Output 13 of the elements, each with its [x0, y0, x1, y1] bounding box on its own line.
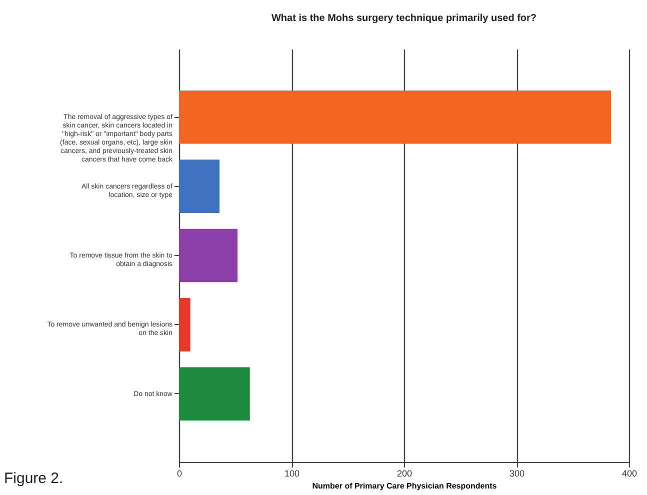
- caption: Figure 2.: [4, 470, 64, 487]
- bar: [179, 228, 238, 282]
- x-tick-label: 200: [396, 468, 412, 478]
- x-tick-label: 300: [509, 468, 525, 478]
- bar: [179, 90, 611, 144]
- x-tick-label: 400: [622, 468, 638, 478]
- x-tick-label: 100: [284, 468, 300, 478]
- x-tick-label: 0: [176, 468, 182, 478]
- bar: [179, 367, 250, 420]
- chart-title: What is the Mohs surgery technique primarily used for?: [271, 13, 537, 24]
- bar: [179, 160, 220, 213]
- bar: [179, 298, 190, 352]
- x-axis-title: Number of Primary Care Physician Respondents: [312, 482, 498, 490]
